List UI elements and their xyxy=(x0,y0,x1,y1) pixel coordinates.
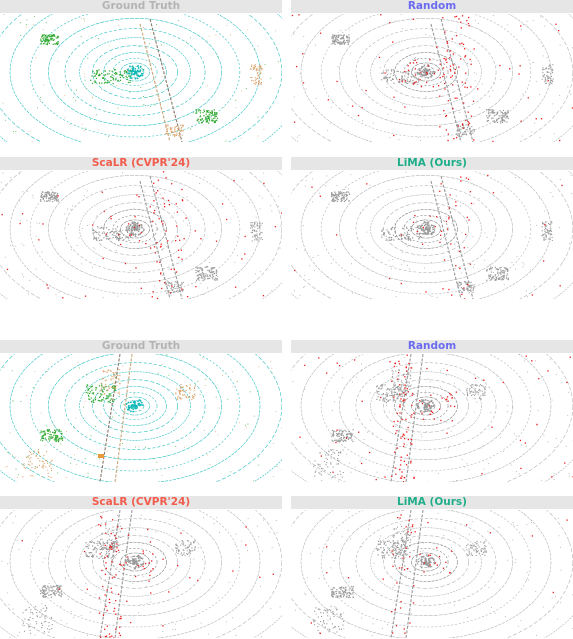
lidar-scan xyxy=(291,171,573,299)
panel-ground-truth-2: Ground Truth xyxy=(0,340,282,482)
panel-title: Random xyxy=(407,340,457,352)
lidar-scan xyxy=(0,171,282,299)
panel-header xyxy=(0,496,282,509)
panel-header xyxy=(291,496,573,509)
panel-scalr-1: ScaLR (CVPR'24) xyxy=(0,157,282,299)
point-cloud-view xyxy=(0,510,282,638)
panel-title: Ground Truth xyxy=(101,0,181,12)
panel-title: Ground Truth xyxy=(101,340,181,352)
lidar-scan xyxy=(0,354,282,482)
panel-title: ScaLR (CVPR'24) xyxy=(91,157,191,169)
panel-lima-2: LiMA (Ours) xyxy=(291,496,573,638)
panel-random-1: Random xyxy=(291,0,573,142)
point-cloud-view xyxy=(291,14,573,142)
panel-title: ScaLR (CVPR'24) xyxy=(91,496,191,508)
panel-header xyxy=(291,157,573,170)
panel-header xyxy=(0,0,282,13)
panel-header xyxy=(0,157,282,170)
lidar-scan xyxy=(291,510,573,638)
point-cloud-view xyxy=(291,354,573,482)
panel-scalr-2: ScaLR (CVPR'24) xyxy=(0,496,282,638)
lidar-scan xyxy=(291,354,573,482)
panel-title: LiMA (Ours) xyxy=(397,157,467,169)
panel-lima-1: LiMA (Ours) xyxy=(291,157,573,299)
point-cloud-view xyxy=(291,510,573,638)
panel-ground-truth-1: Ground Truth xyxy=(0,0,282,142)
point-cloud-view xyxy=(0,354,282,482)
panel-header xyxy=(291,340,573,353)
panel-header xyxy=(0,340,282,353)
point-cloud-view xyxy=(0,14,282,142)
panel-title: Random xyxy=(407,0,457,12)
panel-header xyxy=(291,0,573,13)
point-cloud-view xyxy=(0,171,282,299)
lidar-scan xyxy=(0,14,282,142)
lidar-scan xyxy=(0,510,282,638)
lidar-scan xyxy=(291,14,573,142)
point-cloud-view xyxy=(291,171,573,299)
panel-random-2: Random xyxy=(291,340,573,482)
panel-title: LiMA (Ours) xyxy=(397,496,467,508)
